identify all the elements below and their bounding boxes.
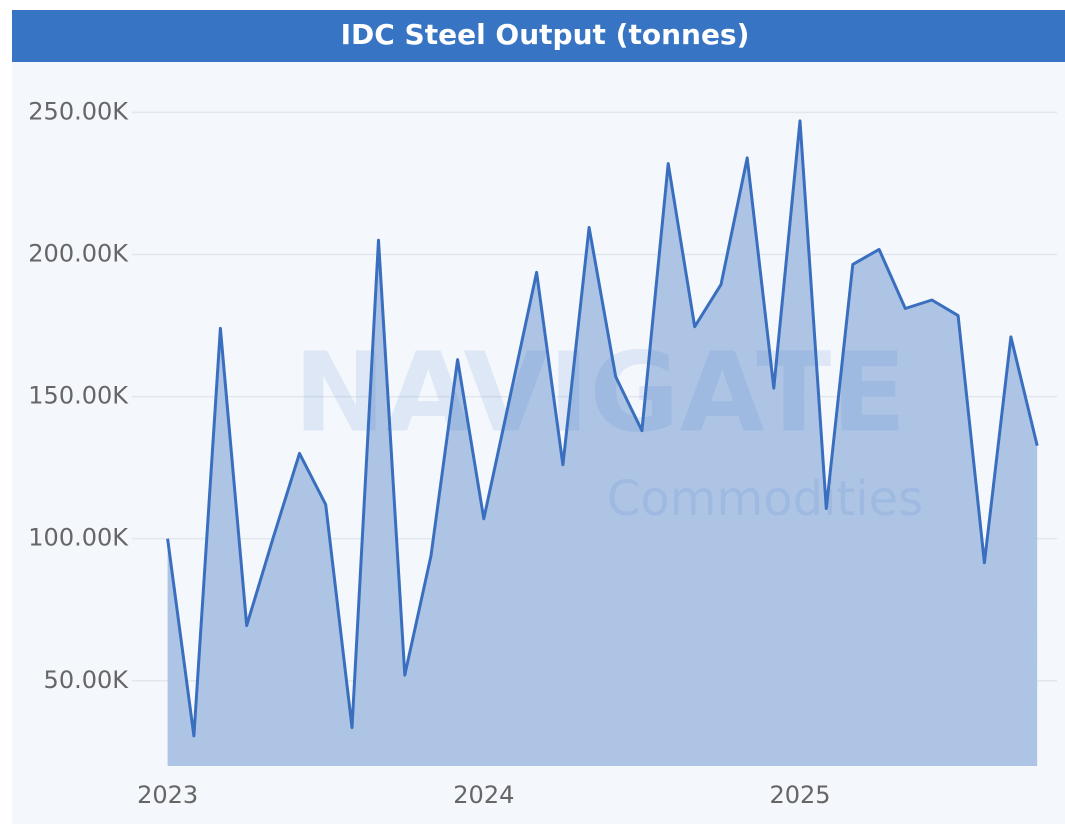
x-tick-label: 2024 bbox=[453, 781, 514, 809]
y-tick-label: 250.00K bbox=[28, 97, 129, 125]
chart-title: IDC Steel Output (tonnes) bbox=[341, 18, 750, 51]
x-tick-label: 2025 bbox=[769, 781, 830, 809]
y-tick-label: 150.00K bbox=[28, 382, 129, 410]
watermark-sub: Commodities bbox=[607, 471, 923, 527]
area bbox=[167, 120, 1038, 766]
line bbox=[166, 119, 1039, 738]
y-tick-label: 100.00K bbox=[28, 524, 129, 552]
header bbox=[12, 10, 1065, 62]
x-tick-label: 2023 bbox=[137, 781, 198, 809]
watermark: NAVIGATE bbox=[294, 328, 907, 456]
y-tick-label: 200.00K bbox=[28, 240, 129, 268]
y-tick-label: 50.00K bbox=[44, 666, 130, 694]
